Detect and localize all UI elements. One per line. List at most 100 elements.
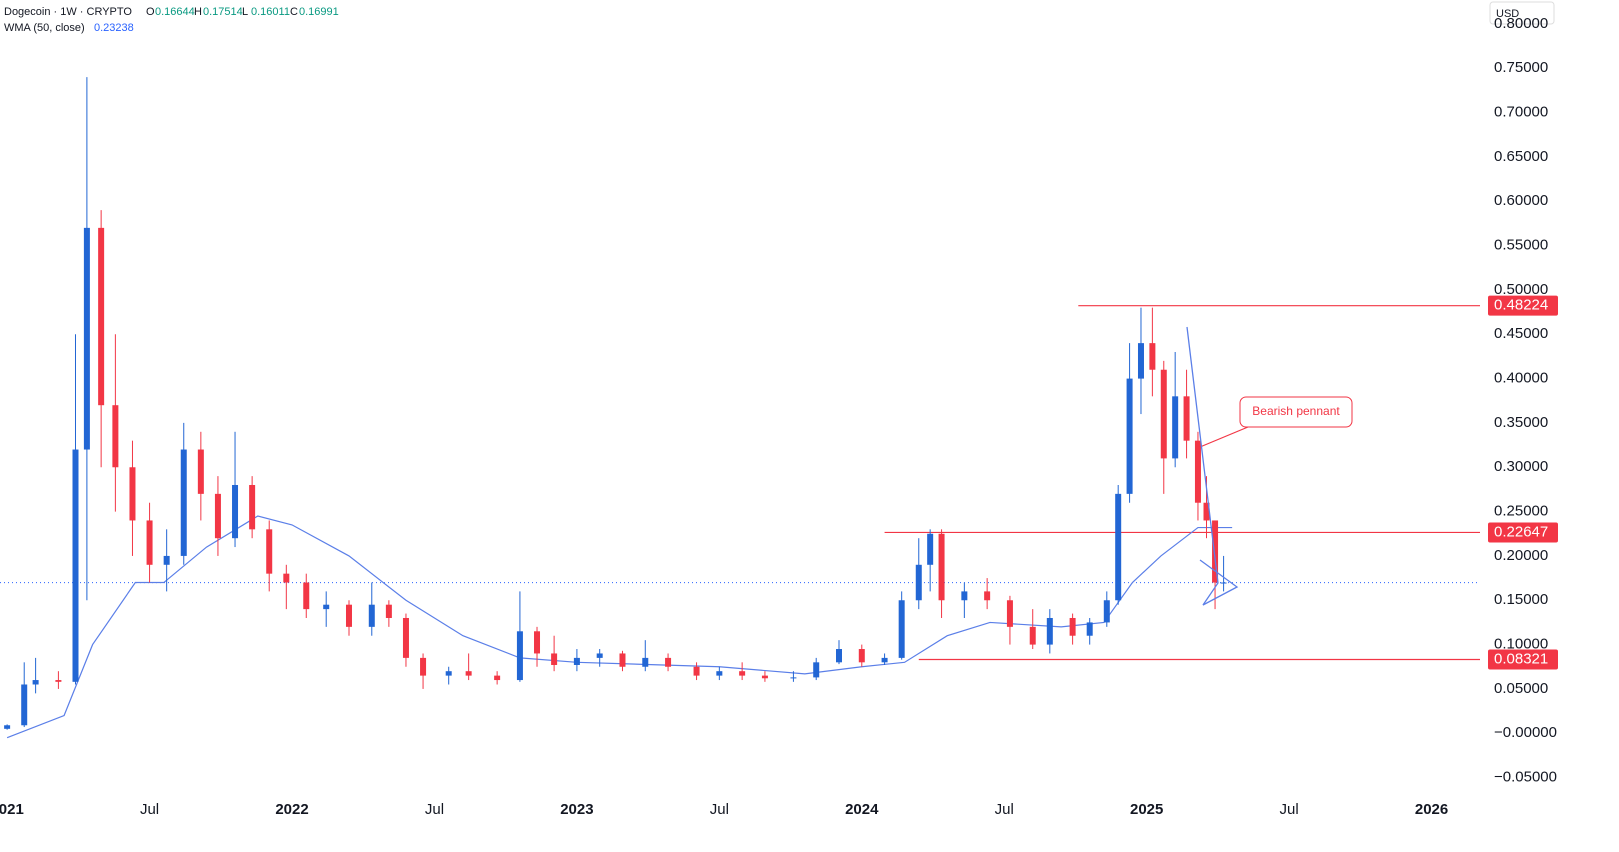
candle-body <box>927 533 934 565</box>
candle-body <box>790 677 797 679</box>
y-tick-label: 0.20000 <box>1494 547 1548 564</box>
ohlc-label: C <box>290 6 298 18</box>
ohlc-value: 0.16991 <box>299 6 339 18</box>
ohlc-value: 0.16011 <box>251 6 290 18</box>
level-label-box <box>1488 522 1558 543</box>
y-tick-label: 0.70000 <box>1494 104 1548 121</box>
currency: USD <box>1496 8 1519 20</box>
candle-body <box>494 675 501 681</box>
candle-body <box>739 671 746 676</box>
level-label: 0.48224 <box>1494 297 1548 314</box>
candle-body <box>858 649 865 663</box>
candle-body <box>303 582 310 610</box>
candle-body <box>1126 378 1133 494</box>
candle-body <box>249 484 256 530</box>
candle-body <box>573 657 580 665</box>
y-tick-label: 0.10000 <box>1494 636 1548 653</box>
candle-body <box>232 484 239 539</box>
y-tick-label: 0.80000 <box>1494 15 1548 32</box>
candle-body <box>465 671 472 676</box>
candle-body <box>214 493 221 539</box>
y-tick-label: 0.75000 <box>1494 59 1548 76</box>
candle-body <box>984 591 991 601</box>
candle-body <box>619 653 626 667</box>
x-tick-label: Jul <box>140 801 159 818</box>
x-tick-label: Jul <box>425 801 444 818</box>
candle-body <box>1160 369 1167 459</box>
candle-body <box>881 657 888 663</box>
x-tick-label: Jul <box>710 801 729 818</box>
candle-body <box>915 564 922 601</box>
candle-body <box>961 591 968 601</box>
candle-body <box>72 449 79 682</box>
candle-body <box>1103 600 1110 623</box>
candle-body <box>938 533 945 601</box>
candle-body <box>197 449 204 494</box>
y-tick-label: −0.00000 <box>1494 724 1557 741</box>
currency-box <box>1489 1 1555 25</box>
ohlc-value: 0.16644 <box>155 6 195 18</box>
candle-body <box>4 725 11 729</box>
candle-body <box>55 680 62 682</box>
annotation-pointer <box>1199 426 1249 448</box>
y-tick-label: 0.05000 <box>1494 680 1548 697</box>
y-tick-label: 0.45000 <box>1494 325 1548 342</box>
candle-body <box>1006 600 1013 627</box>
y-tick-label: 0.60000 <box>1494 192 1548 209</box>
x-tick-label: Jul <box>995 801 1014 818</box>
y-tick-label: 0.40000 <box>1494 370 1548 387</box>
candle-body <box>129 467 136 521</box>
candle-body <box>323 604 330 610</box>
candle-body <box>445 671 452 676</box>
candle-body <box>1086 622 1093 636</box>
candle-body <box>1183 396 1190 441</box>
candle-body <box>1212 520 1219 583</box>
candle-body <box>163 555 170 565</box>
candle-body <box>1046 617 1053 645</box>
candle-body <box>1137 343 1144 379</box>
y-tick-label: −0.05000 <box>1494 769 1557 786</box>
candle-body <box>835 649 842 663</box>
candle-body <box>534 631 541 654</box>
candle-body <box>368 604 375 627</box>
x-tick-label: 2021 <box>0 801 24 818</box>
candle-body <box>596 653 603 658</box>
x-tick-label: 2024 <box>845 801 879 818</box>
candle-body <box>693 666 700 676</box>
x-tick-label: 2022 <box>275 801 308 818</box>
candle-body <box>98 227 105 406</box>
candle-body <box>516 631 523 681</box>
candle-body <box>1194 440 1201 503</box>
level-label: 0.08321 <box>1494 650 1548 667</box>
candle-body <box>813 662 820 678</box>
candle-body <box>385 604 392 618</box>
ohlc-label: O <box>146 6 155 18</box>
candle-body <box>112 405 119 468</box>
y-tick-label: 0.35000 <box>1494 414 1548 431</box>
candle-body <box>1069 617 1076 636</box>
y-tick-label: 0.15000 <box>1494 591 1548 608</box>
ohlc-value: 0.17514 <box>203 6 243 18</box>
annotation-box <box>1239 396 1353 428</box>
ohlc-label: L <box>242 6 248 18</box>
ohlc-label: H <box>194 6 202 18</box>
y-tick-label: 0.25000 <box>1494 503 1548 520</box>
y-tick-label: 0.30000 <box>1494 458 1548 475</box>
pennant-drawing <box>1186 326 1239 606</box>
candle-body <box>1220 582 1227 584</box>
candle-body <box>642 657 649 667</box>
level-label-box <box>1488 295 1558 316</box>
x-tick-label: 2023 <box>560 801 593 818</box>
candle-body <box>83 227 90 450</box>
candle-body <box>716 671 723 676</box>
candle-body <box>551 653 558 665</box>
candle-body <box>146 520 153 565</box>
annotation: Bearish pennant <box>1252 404 1340 418</box>
y-tick-label: 0.65000 <box>1494 148 1548 165</box>
candle-body <box>898 600 905 658</box>
x-tick-label: 2025 <box>1130 801 1163 818</box>
candle-body <box>420 657 427 676</box>
candle-body <box>266 529 273 574</box>
